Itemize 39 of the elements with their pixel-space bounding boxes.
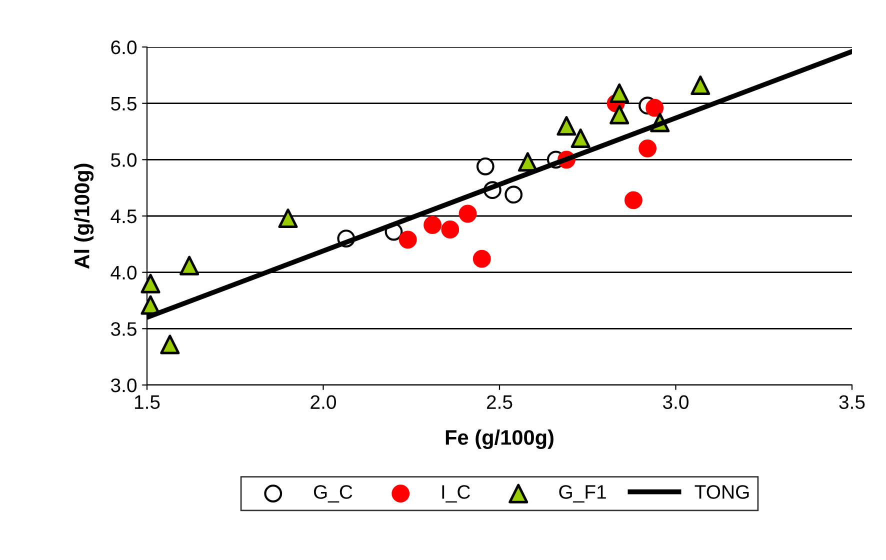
point [570,128,590,148]
point [646,98,664,117]
point [476,157,494,176]
point [278,208,298,228]
x-tick-label: 3.0 [662,395,689,410]
y-tick-label: 4.5 [110,210,136,224]
y-axis-title: Al (g/100g) [74,164,94,269]
point [610,83,630,103]
legend-label: G_C [314,485,352,503]
point [504,186,523,204]
point [458,204,477,223]
point [518,152,538,172]
point [140,295,160,315]
legend-label: TONG [694,485,749,499]
legend-label: G_F1 [559,485,606,503]
x-tick-label: 2.0 [310,395,336,410]
point [140,274,160,294]
point [690,76,710,96]
point [624,191,642,210]
point [610,104,630,124]
x-tick-label: 2.5 [486,395,512,410]
point [638,139,657,158]
point [424,216,442,234]
y-tick-label: 3.5 [110,322,136,336]
y-tick-label: 3.0 [110,378,137,392]
y-tick-label: 5.0 [111,153,137,167]
x-tick-label: 1.5 [134,395,160,410]
point [441,220,460,238]
point [160,334,180,354]
point [472,250,491,268]
point [556,116,576,136]
x-axis-title: Fe (g/100g) [446,430,554,450]
x-tick-label: 3.5 [839,395,865,410]
y-tick-label: 5.5 [111,97,136,111]
y-tick-label: 6.0 [111,40,137,54]
legend-label: I_C [442,485,470,503]
y-tick-label: 4.0 [110,266,137,280]
point [180,256,200,276]
point [398,230,417,249]
